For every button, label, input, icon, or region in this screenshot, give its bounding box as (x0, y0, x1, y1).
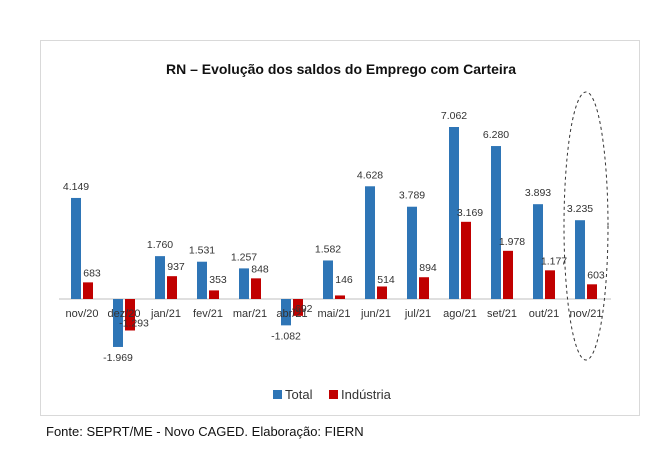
label-total-nov-21: 3.235 (567, 203, 593, 215)
bar-total-out-21 (533, 204, 543, 299)
x-tick-dez-20: dez/20 (107, 308, 140, 320)
bar-industria-jun-21 (377, 286, 387, 299)
label-industria-abr-21: -692 (291, 303, 312, 315)
label-total-abr-21: -1.082 (271, 330, 301, 342)
x-tick-nov-21: nov/21 (569, 308, 602, 320)
x-tick-jul-21: jul/21 (404, 308, 431, 320)
label-industria-jul-21: 894 (419, 262, 437, 274)
label-total-ago-21: 7.062 (441, 110, 467, 122)
x-tick-mar-21: mar/21 (233, 308, 267, 320)
bar-industria-fev-21 (209, 290, 219, 299)
bar-industria-jul-21 (419, 277, 429, 299)
bar-industria-nov-20 (83, 282, 93, 299)
bar-total-set-21 (491, 146, 501, 299)
bar-industria-jan-21 (167, 276, 177, 299)
chart-svg: RN – Evolução dos saldos do Emprego com … (59, 61, 611, 402)
label-industria-jan-21: 937 (167, 261, 185, 273)
bar-industria-nov-21 (587, 284, 597, 299)
chart-title: RN – Evolução dos saldos do Emprego com … (166, 61, 516, 77)
bar-total-jan-21 (155, 256, 165, 299)
legend-swatch-total (273, 390, 282, 399)
label-total-nov-20: 4.149 (63, 181, 89, 193)
bar-industria-dez-20 (125, 299, 135, 331)
label-industria-jun-21: 514 (377, 274, 395, 286)
label-total-jul-21: 3.789 (399, 190, 425, 202)
bar-total-jun-21 (365, 186, 375, 299)
label-total-dez-20: -1.969 (103, 352, 133, 364)
label-total-set-21: 6.280 (483, 129, 509, 141)
label-total-fev-21: 1.531 (189, 245, 215, 257)
label-industria-dez-20: -1.293 (119, 317, 149, 329)
bar-industria-mar-21 (251, 278, 261, 299)
bar-total-nov-21 (575, 220, 585, 299)
data-labels-layer: 4.149 683 -1.969 -1.293 1.760 937 1.531 353 1.25… (63, 110, 605, 364)
x-tick-out-21: out/21 (529, 308, 560, 320)
x-tick-fev-21: fev/21 (193, 308, 223, 320)
x-tick-nov-20: nov/20 (65, 308, 98, 320)
bar-total-jul-21 (407, 206, 417, 299)
label-industria-ago-21: 3.169 (457, 207, 483, 219)
label-total-jun-21: 4.628 (357, 169, 383, 181)
label-industria-set-21: 1.978 (499, 236, 525, 248)
label-industria-nov-21: 603 (587, 269, 605, 281)
chart-container: RN – Evolução dos saldos do Emprego com … (40, 40, 640, 416)
x-tick-set-21: set/21 (487, 308, 517, 320)
bar-industria-set-21 (503, 250, 513, 299)
label-industria-out-21: 1.177 (541, 255, 567, 267)
bar-total-abr-21 (281, 299, 291, 326)
bar-industria-ago-21 (461, 221, 471, 299)
bars-layer (71, 127, 597, 347)
legend: Total Indústria (273, 387, 392, 402)
bar-industria-abr-21 (293, 299, 303, 316)
source-note: Fonte: SEPRT/ME - Novo CAGED. Elaboração… (46, 424, 364, 439)
bar-total-mai-21 (323, 260, 333, 299)
x-tick-jan-21: jan/21 (150, 308, 181, 320)
label-total-jan-21: 1.760 (147, 239, 173, 251)
bar-total-nov-20 (71, 197, 81, 299)
label-total-out-21: 3.893 (525, 187, 551, 199)
legend-swatch-industria (329, 390, 338, 399)
bar-industria-mai-21 (335, 295, 345, 299)
bar-total-fev-21 (197, 261, 207, 299)
label-total-mar-21: 1.257 (231, 251, 257, 263)
label-industria-nov-20: 683 (83, 267, 101, 279)
bar-industria-out-21 (545, 270, 555, 299)
highlight-ellipse (563, 91, 609, 361)
x-tick-abr-21: abr/21 (276, 308, 307, 320)
bar-total-mar-21 (239, 268, 249, 299)
bar-total-dez-20 (113, 299, 123, 347)
x-tick-labels-layer: nov/20 dez/20 jan/21 fev/21 mar/21 abr/21 mai/… (65, 308, 602, 320)
bar-total-ago-21 (449, 127, 459, 299)
legend-label-total: Total (285, 387, 313, 402)
x-tick-ago-21: ago/21 (443, 308, 477, 320)
x-tick-mai-21: mai/21 (317, 308, 350, 320)
legend-label-industria: Indústria (341, 387, 392, 402)
x-tick-jun-21: jun/21 (360, 308, 391, 320)
label-industria-mar-21: 848 (251, 263, 269, 275)
label-total-mai-21: 1.582 (315, 243, 341, 255)
label-industria-fev-21: 353 (209, 274, 227, 286)
label-industria-mai-21: 146 (335, 274, 353, 286)
